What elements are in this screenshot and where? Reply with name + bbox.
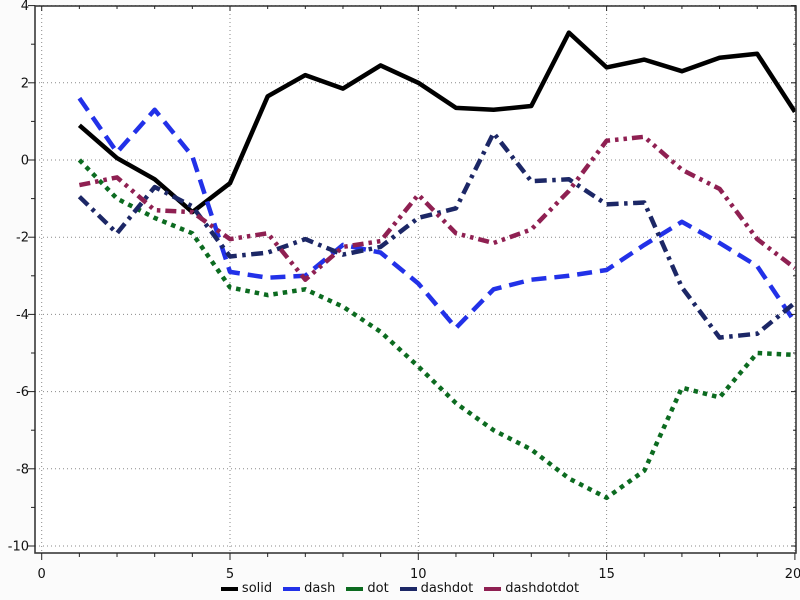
legend-label-dashdot: dashdot <box>420 581 474 596</box>
y-tick-label: -8 <box>16 462 29 477</box>
y-tick-label: 4 <box>21 0 29 14</box>
y-tick-label: 2 <box>21 76 29 91</box>
x-tick-label: 0 <box>38 567 46 582</box>
legend-item-dash: dash <box>283 582 335 596</box>
legend-item-dashdotdot: dashdotdot <box>484 582 579 596</box>
legend-label-solid: solid <box>241 581 273 596</box>
legend-swatch-solid <box>220 587 238 591</box>
legend-label-dot: dot <box>367 581 389 596</box>
legend-swatch-dashdot <box>399 587 417 591</box>
y-tick-label: -6 <box>16 385 29 400</box>
axis-labels: 420-2-4-6-8-100 5 10 15 20 <box>8 0 800 582</box>
y-tick-label: -4 <box>16 308 29 323</box>
y-tick-label: 0 <box>21 154 29 169</box>
plot-border <box>34 5 797 554</box>
legend-swatch-dot <box>346 587 364 591</box>
legend: solid dash dot dashdot dashdotdot <box>0 582 800 596</box>
tick-layer <box>28 5 796 560</box>
legend-swatch-dashdotdot <box>484 587 502 591</box>
legend-swatch-dash <box>283 587 301 591</box>
series-line-dot <box>77 158 796 501</box>
x-tick-label: 20 <box>785 567 800 582</box>
x-tick-label: 5 <box>226 567 234 582</box>
legend-item-solid: solid <box>220 581 273 596</box>
legend-label-dash: dash <box>304 581 336 596</box>
x-tick-label: 15 <box>598 567 615 582</box>
series-line-dashdotdot <box>78 134 797 282</box>
legend-item-dot: dot <box>346 581 389 596</box>
x-tick-label: 10 <box>410 567 427 582</box>
y-tick-label: -10 <box>8 540 29 555</box>
legend-label-dashdotdot: dashdotdot <box>505 581 580 596</box>
y-tick-label: -2 <box>16 231 29 246</box>
legend-item-dashdot: dashdot <box>399 581 474 596</box>
series-line-solid <box>77 30 797 215</box>
series-layer <box>77 30 797 501</box>
